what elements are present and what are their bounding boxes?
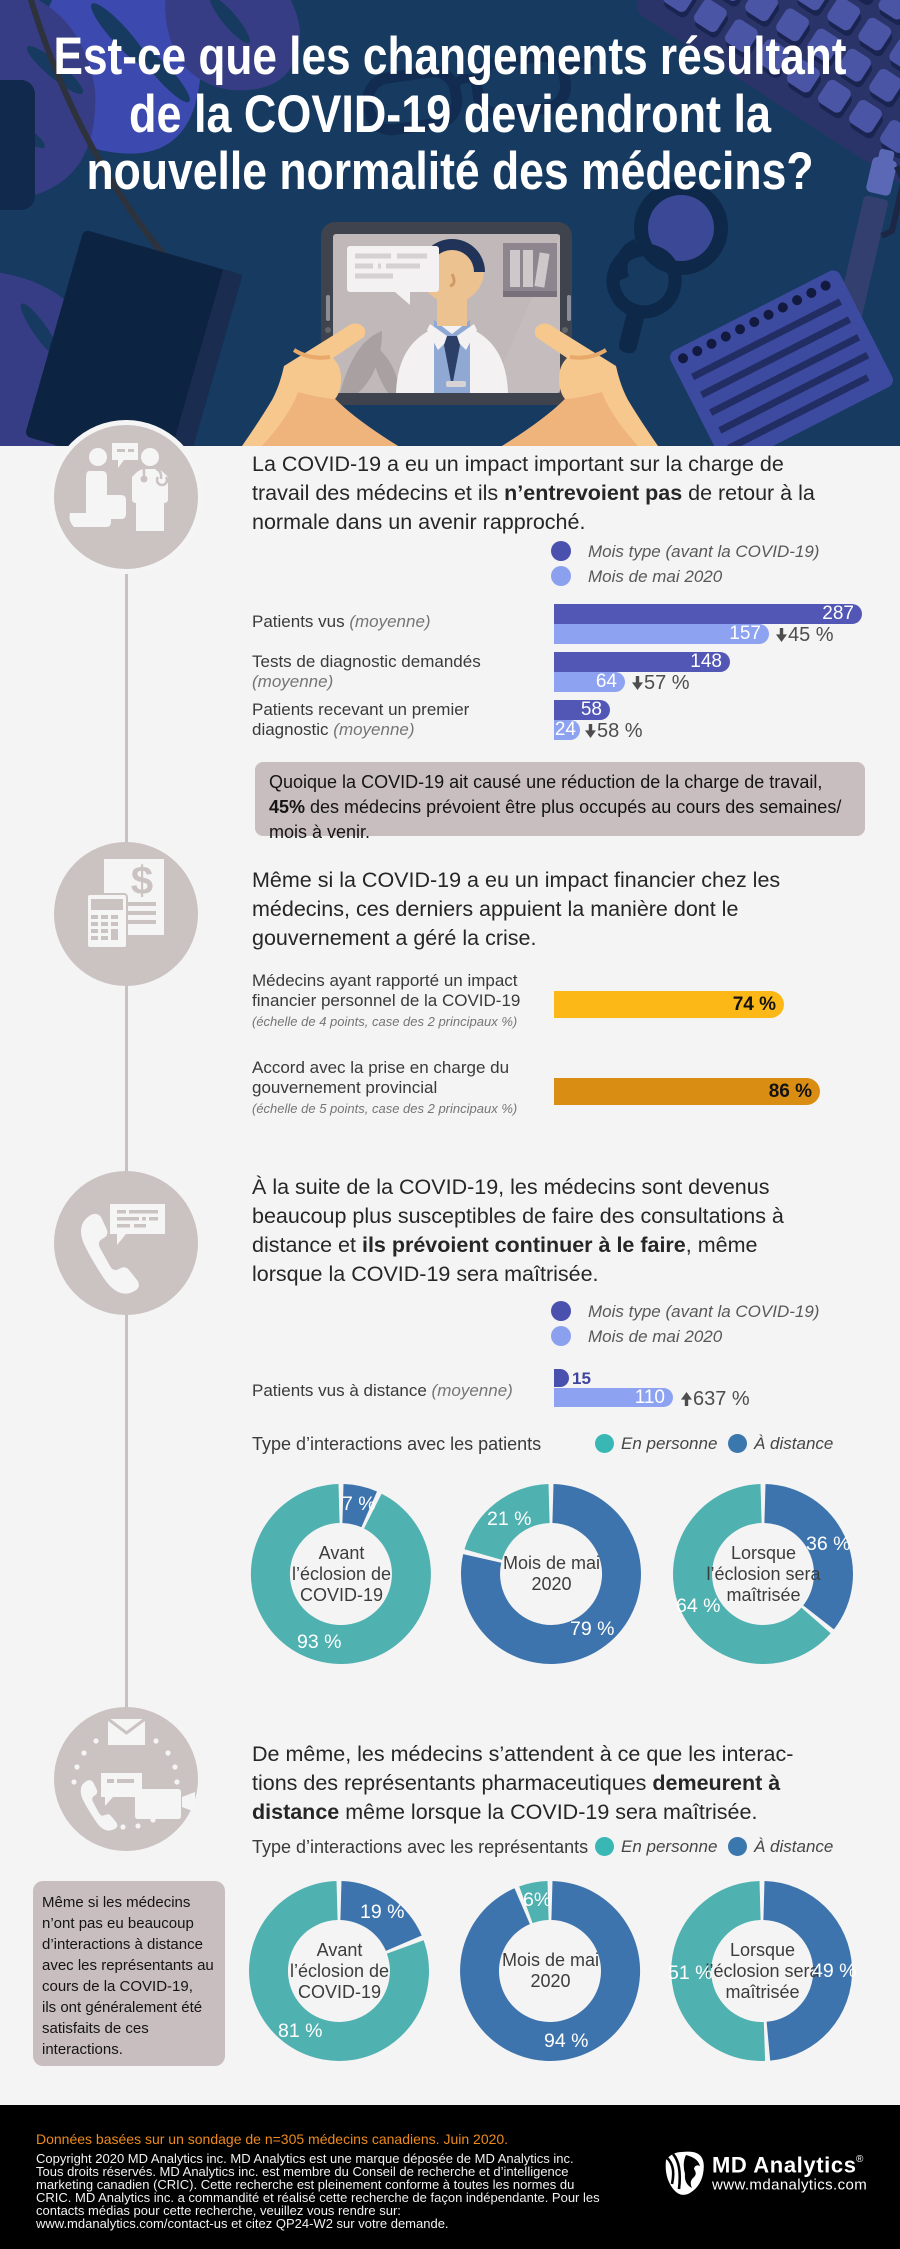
svg-text:Est-ce que les changements rés: Est-ce que les changements résultant — [54, 27, 847, 86]
svg-text:$: $ — [131, 859, 153, 903]
svg-text:nouvelle normalité des médecin: nouvelle normalité des médecins? — [87, 142, 814, 201]
svg-text:MD Analytics: MD Analytics — [712, 2153, 857, 2178]
svg-text:de la COVID-19 deviendront la: de la COVID-19 deviendront la — [129, 85, 771, 144]
svg-text:www.mdanalytics.com: www.mdanalytics.com — [711, 2177, 867, 2194]
svg-text:®: ® — [856, 2154, 864, 2165]
